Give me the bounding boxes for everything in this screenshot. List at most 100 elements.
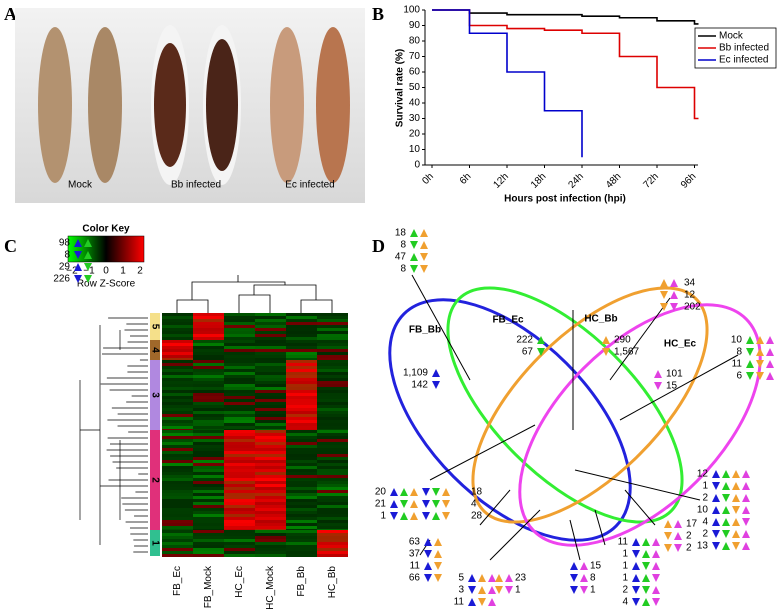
- heat-cell: [162, 363, 193, 366]
- heat-cell: [162, 340, 193, 343]
- heat-cell: [286, 545, 317, 548]
- venn-count: 1: [622, 573, 628, 584]
- heat-cell: [162, 331, 193, 334]
- heat-cell: [193, 390, 224, 393]
- heat-cell: [317, 545, 348, 548]
- heat-cell: [255, 378, 286, 381]
- heat-cell: [317, 530, 348, 533]
- heat-cell: [286, 396, 317, 399]
- heat-cell: [193, 478, 224, 481]
- heat-cell: [224, 520, 255, 523]
- heat-cell: [162, 316, 193, 319]
- triangle-icon: [74, 275, 82, 283]
- heat-cell: [286, 539, 317, 542]
- heat-cell: [286, 414, 317, 417]
- triangle-icon: [722, 482, 730, 490]
- venn-count: 4: [471, 499, 477, 510]
- heat-cell: [224, 328, 255, 331]
- heat-cell: [317, 360, 348, 363]
- heat-cell: [255, 375, 286, 378]
- heat-cell: [317, 313, 348, 316]
- venn-count: 11: [618, 537, 629, 548]
- heat-cell: [286, 346, 317, 349]
- line: [432, 9, 699, 120]
- triangle-icon: [652, 538, 660, 546]
- heat-cell: [193, 363, 224, 366]
- heat-cell: [224, 399, 255, 402]
- set-label: FB_Ec: [492, 315, 524, 326]
- heat-cell: [255, 433, 286, 436]
- heat-cell: [317, 548, 348, 551]
- heat-cell: [162, 508, 193, 511]
- heat-cell: [224, 411, 255, 414]
- dendrogram: [79, 317, 148, 553]
- heat-cell: [255, 514, 286, 517]
- y-tick-label: 70: [409, 51, 421, 62]
- venn-count: 66: [409, 573, 421, 584]
- heat-cell: [193, 505, 224, 508]
- heat-cell: [255, 331, 286, 334]
- heat-cell: [162, 545, 193, 548]
- heat-cell: [255, 313, 286, 316]
- venn-count: 2: [622, 585, 628, 596]
- x-tick-label: 24h: [566, 171, 586, 191]
- triangle-icon: [712, 530, 720, 538]
- heat-cell: [286, 433, 317, 436]
- heat-cell: [286, 420, 317, 423]
- heat-cell: [224, 430, 255, 433]
- heat-cell: [317, 316, 348, 319]
- triangle-icon: [742, 494, 750, 502]
- heat-cell: [286, 508, 317, 511]
- triangle-icon: [432, 500, 440, 508]
- heat-cell: [255, 414, 286, 417]
- heat-cell: [317, 343, 348, 346]
- heat-cell: [255, 526, 286, 529]
- heat-cell: [193, 551, 224, 554]
- heat-cell: [162, 402, 193, 405]
- heat-cell: [286, 533, 317, 536]
- heat-cell: [224, 381, 255, 384]
- venn-count: 10: [697, 505, 709, 516]
- triangle-icon: [660, 291, 668, 299]
- triangle-icon: [570, 586, 578, 594]
- x-tick-label: 6h: [458, 171, 474, 187]
- heat-cell: [193, 402, 224, 405]
- heat-cell: [224, 420, 255, 423]
- heat-cell: [193, 426, 224, 429]
- heat-cell: [317, 451, 348, 454]
- heat-cell: [255, 548, 286, 551]
- heat-cell: [193, 387, 224, 390]
- heat-cell: [286, 402, 317, 405]
- triangle-icon: [420, 265, 428, 273]
- triangle-icon: [742, 470, 750, 478]
- y-tick-label: 100: [403, 5, 420, 16]
- heat-cell: [255, 439, 286, 442]
- heat-cell: [286, 366, 317, 369]
- triangle-icon: [478, 574, 486, 582]
- heat-cell: [255, 523, 286, 526]
- heat-cell: [224, 490, 255, 493]
- heat-cell: [162, 536, 193, 539]
- heat-cell: [193, 316, 224, 319]
- heat-cell: [193, 331, 224, 334]
- heat-cell: [224, 460, 255, 463]
- heat-cell: [193, 523, 224, 526]
- heat-cell: [255, 319, 286, 322]
- venn-count: 226: [53, 274, 70, 285]
- heat-cell: [162, 343, 193, 346]
- heat-cell: [286, 328, 317, 331]
- heat-cell: [193, 378, 224, 381]
- heat-cell: [286, 322, 317, 325]
- heat-cell: [255, 372, 286, 375]
- heat-cell: [193, 319, 224, 322]
- heat-cell: [224, 523, 255, 526]
- heat-cell: [317, 319, 348, 322]
- key-title: Color Key: [82, 224, 130, 235]
- heat-cell: [193, 530, 224, 533]
- heat-cell: [286, 363, 317, 366]
- venn-count: 101: [666, 369, 683, 380]
- heat-cell: [317, 372, 348, 375]
- heat-cell: [162, 520, 193, 523]
- triangle-icon: [632, 574, 640, 582]
